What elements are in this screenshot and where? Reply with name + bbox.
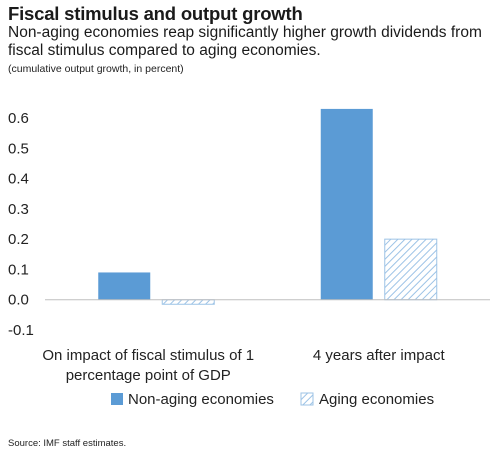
y-tick-label: -0.1 [8, 322, 34, 339]
legend-swatch-aging [300, 392, 314, 406]
bar-aging-1 [384, 238, 438, 301]
chart-title: Fiscal stimulus and output growth [8, 3, 303, 24]
chart-subtitle: Non-aging economies reap significantly h… [8, 24, 482, 59]
y-tick-label: 0.4 [8, 171, 29, 188]
x-category-label: percentage point of GDP [66, 367, 231, 384]
legend: Non-aging economies Aging economies [111, 391, 434, 408]
legend-swatch-non-aging [111, 393, 123, 405]
x-category-label: 4 years after impact [313, 347, 446, 364]
chart-unit-note: (cumulative output growth, in percent) [8, 63, 184, 75]
y-tick-label: 0.1 [8, 261, 29, 278]
bar-non-aging-1 [320, 108, 373, 300]
y-tick-label: 0.6 [8, 110, 29, 127]
y-tick-label: 0.5 [8, 140, 29, 157]
y-tick-label: 0.3 [8, 201, 29, 218]
x-category-label: On impact of fiscal stimulus of 1 [42, 347, 254, 364]
legend-label: Non-aging economies [128, 391, 274, 408]
bars [45, 108, 490, 305]
legend-label: Aging economies [319, 391, 434, 408]
bar-chart: 0.6 0.5 0.4 0.3 0.2 0.1 0.0 -0.1 On impact of f… [8, 108, 490, 408]
source-note: Source: IMF staff estimates. [8, 438, 127, 449]
bar-aging-0 [161, 299, 215, 305]
y-tick-label: 0.0 [8, 292, 29, 309]
y-axis-tick-labels: 0.6 0.5 0.4 0.3 0.2 0.1 0.0 -0.1 [8, 110, 34, 339]
y-tick-label: 0.2 [8, 231, 29, 248]
x-axis-category-labels: On impact of fiscal stimulus of 1 percent… [42, 347, 445, 384]
bar-non-aging-0 [98, 272, 151, 300]
